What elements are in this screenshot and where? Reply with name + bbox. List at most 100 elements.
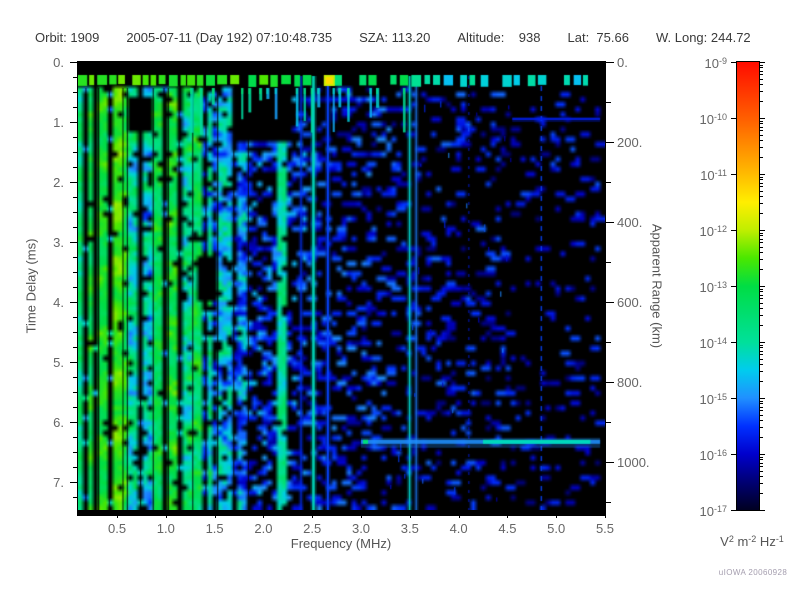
colorbar-tick (759, 196, 763, 198)
header-readout: Orbit: 1909 2005-07-11 (Day 192) 07:10:4… (35, 30, 751, 45)
spectrogram-plot-area (77, 61, 606, 516)
sza-readout: SZA: 113.20 (359, 30, 431, 45)
tick-mark (606, 502, 611, 503)
colorbar-tick (759, 454, 765, 455)
colorbar-tick (759, 242, 763, 244)
watermark: uIOWA 20060928 (718, 568, 788, 577)
tick-mark (126, 512, 128, 515)
right-axis-title: Apparent Range (km) (649, 223, 665, 349)
colorbar-tick (759, 252, 763, 254)
tick-mark (107, 512, 109, 515)
tick-mark (175, 512, 177, 515)
tick-mark (370, 512, 372, 515)
colorbar-tick (759, 120, 763, 122)
tick-mark (73, 167, 78, 168)
colorbar-tick (759, 67, 763, 69)
colorbar-tick-label: 10-13 (699, 280, 727, 295)
colorbar-tick (759, 406, 763, 408)
colorbar-tick (759, 182, 763, 184)
x-tick-label: 2.5 (303, 521, 322, 536)
x-tick-label: 2.0 (254, 521, 273, 536)
tick-mark (204, 512, 206, 515)
tick-mark (409, 512, 411, 518)
colorbar-tick (759, 203, 763, 205)
colorbar-tick (759, 364, 763, 366)
colorbar-tick (759, 414, 763, 416)
colorbar-tick (759, 291, 763, 293)
tick-mark (361, 512, 363, 518)
x-tick-label: 5.5 (595, 521, 615, 536)
colorbar-tick (759, 238, 763, 240)
tick-mark (73, 77, 78, 78)
tick-mark (70, 362, 78, 363)
colorbar-tick (759, 410, 763, 412)
x-tick-label: 1.0 (156, 521, 175, 536)
colorbar-tick-label: 10-14 (699, 336, 727, 351)
tick-mark (487, 512, 489, 515)
colorbar-tick (759, 294, 763, 296)
colorbar-tick (759, 123, 763, 125)
x-tick-label: 5.0 (547, 521, 566, 536)
range-tick-label: 1000. (617, 455, 650, 470)
colorbar-tick (759, 147, 763, 149)
y-tick-label: 3. (53, 235, 64, 250)
altitude-readout: Altitude: 938 (457, 30, 541, 45)
colorbar-tick (759, 437, 763, 439)
colorbar-tick (759, 118, 765, 119)
tick-mark (606, 62, 614, 63)
tick-mark (448, 512, 450, 515)
x-tick-label: 4.0 (449, 521, 468, 536)
colorbar-tick (759, 84, 763, 86)
y-axis-title: Time Delay (ms) (23, 238, 39, 334)
colorbar-tick (759, 157, 763, 159)
tick-mark (439, 512, 441, 515)
colorbar-tick (731, 230, 737, 231)
tick-mark (556, 512, 558, 518)
tick-mark (468, 512, 470, 515)
x-tick-label: 4.5 (498, 521, 517, 536)
colorbar-tick-label: 10-9 (704, 56, 727, 71)
colorbar-tick (759, 246, 763, 248)
colorbar-tick (759, 298, 763, 300)
tick-mark (117, 512, 119, 518)
colorbar-tick (759, 213, 763, 215)
tick-mark (282, 512, 284, 515)
tick-mark (70, 422, 78, 423)
colorbar-tick (759, 140, 763, 142)
colorbar-tick (759, 466, 763, 468)
tick-mark (97, 512, 99, 515)
colorbar-tick (731, 174, 737, 175)
tick-mark (458, 512, 460, 518)
colorbar-tick (759, 462, 763, 464)
colorbar-tick (759, 230, 765, 231)
colorbar-tick-label: 10-12 (699, 224, 727, 239)
tick-mark (70, 482, 78, 483)
range-tick-label: 200. (617, 135, 643, 150)
tick-mark (253, 512, 255, 515)
colorbar-tick (759, 347, 763, 349)
colorbar-tick (759, 302, 763, 304)
tick-mark (146, 512, 148, 515)
colorbar-tick (731, 62, 737, 63)
colorbar-tick (759, 510, 765, 511)
tick-mark (606, 102, 611, 103)
tick-mark (263, 512, 265, 518)
colorbar-tick (759, 420, 763, 422)
colorbar-tick (759, 381, 763, 383)
colorbar-tick (759, 190, 763, 192)
tick-mark (73, 227, 78, 228)
tick-mark (87, 512, 89, 515)
tick-mark (73, 347, 78, 348)
tick-mark (73, 212, 78, 213)
tick-mark (497, 512, 499, 515)
colorbar-tick (759, 269, 763, 271)
colorbar-tick (759, 354, 763, 356)
tick-mark (517, 512, 519, 515)
y-tick-label: 1. (53, 115, 64, 130)
tick-mark (214, 512, 216, 518)
y-tick-label: 6. (53, 415, 64, 430)
tick-mark (224, 512, 226, 515)
colorbar-tick (759, 179, 763, 181)
tick-mark (156, 512, 158, 515)
colorbar-tick (759, 235, 763, 237)
